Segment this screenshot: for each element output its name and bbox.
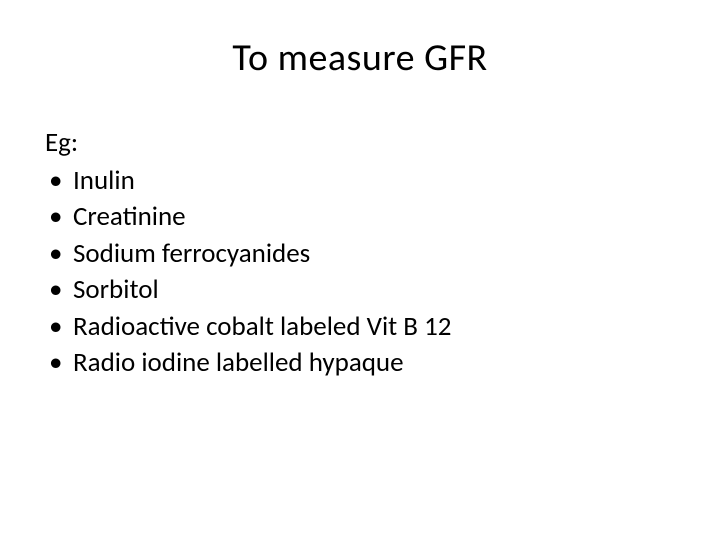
slide-title: To measure GFR (45, 35, 675, 81)
slide-container: To measure GFR Eg: Inulin Creatinine Sod… (0, 0, 720, 540)
list-item: Sodium ferrocyanides (45, 236, 675, 272)
bullet-list: Inulin Creatinine Sodium ferrocyanides S… (45, 163, 675, 382)
list-item: Radio iodine labelled hypaque (45, 345, 675, 381)
list-item: Sorbitol (45, 272, 675, 308)
list-item: Creatinine (45, 199, 675, 235)
list-item: Radioactive cobalt labeled Vit B 12 (45, 309, 675, 345)
list-item: Inulin (45, 163, 675, 199)
intro-label: Eg: (45, 126, 675, 159)
